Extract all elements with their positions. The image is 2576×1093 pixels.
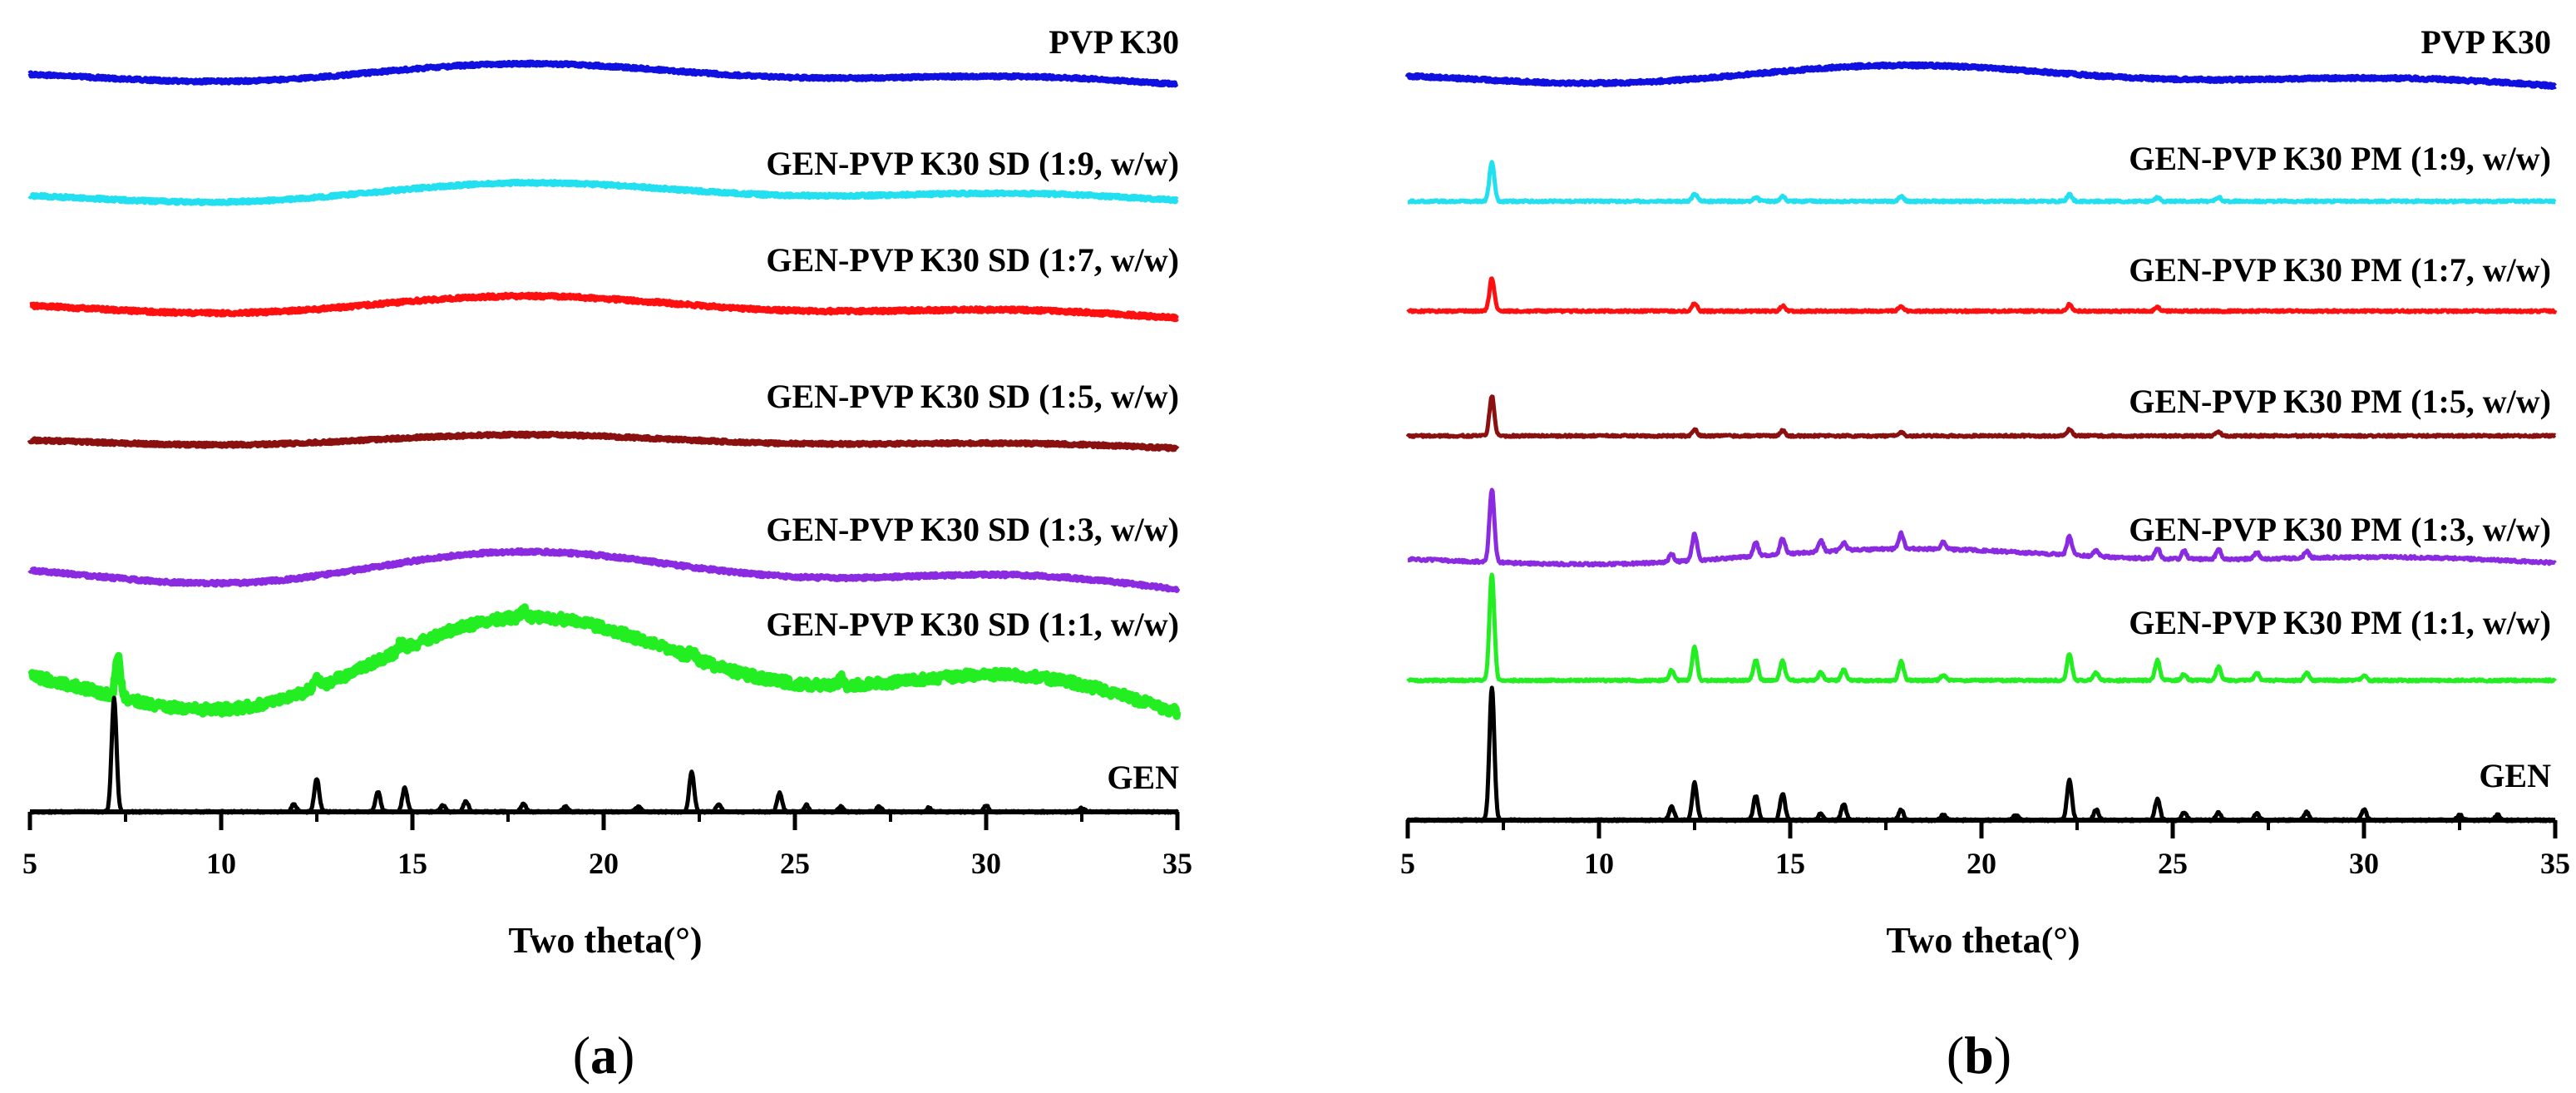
series-label-a-2: GEN-PVP K30 SD (1:7, w/w) [766, 241, 1179, 279]
series-label-b-0: PVP K30 [2421, 23, 2551, 61]
x-axis-label-a: Two theta(°) [508, 920, 702, 961]
series-label-a-4: GEN-PVP K30 SD (1:3, w/w) [766, 511, 1179, 548]
series-line-a-5 [27, 603, 1182, 720]
x-tick-label-b-1: 10 [1584, 847, 1614, 880]
series-label-a-3: GEN-PVP K30 SD (1:5, w/w) [766, 378, 1179, 415]
series-line-b-4 [1406, 487, 2557, 568]
series-line-a-1 [27, 178, 1180, 206]
series-label-b-6: GEN [2479, 757, 2551, 794]
series-line-b-5 [1406, 572, 2557, 684]
panel-a: PVP K30 GEN-PVP K30 SD (1:9, w/w) GEN-PVP … [22, 23, 1192, 1085]
panel-b: PVP K30 GEN-PVP K30 PM (1:9, w/w) GEN-PVP … [1400, 23, 2570, 1085]
series-label-a-6: GEN [1107, 759, 1179, 796]
series-line-b-2 [1406, 276, 2558, 314]
x-tick-label-b-2: 15 [1775, 847, 1805, 880]
series-line-a-4 [27, 546, 1181, 593]
x-tick-label-a-3: 20 [589, 847, 619, 880]
x-axis-label-b: Two theta(°) [1886, 920, 2080, 961]
series-label-b-5: GEN-PVP K30 PM (1:1, w/w) [2129, 604, 2551, 641]
series-label-a-5: GEN-PVP K30 SD (1:1, w/w) [766, 606, 1179, 643]
series-label-b-3: GEN-PVP K30 PM (1:5, w/w) [2129, 383, 2551, 420]
series-line-a-0 [27, 59, 1180, 88]
series-line-b-0 [1404, 61, 2558, 91]
x-tick-label-a-1: 10 [206, 847, 236, 880]
series-line-b-3 [1405, 394, 2557, 439]
x-tick-label-b-0: 5 [1400, 847, 1415, 880]
panel-caption-a: (a) [573, 1026, 635, 1085]
x-tick-label-a-2: 15 [397, 847, 427, 880]
panel-caption-letter-a: a [590, 1026, 617, 1085]
series-label-b-2: GEN-PVP K30 PM (1:7, w/w) [2129, 251, 2551, 289]
panel-caption-letter-b: b [1964, 1026, 1994, 1085]
series-label-b-1: GEN-PVP K30 PM (1:9, w/w) [2129, 140, 2551, 177]
x-tick-label-a-6: 35 [1162, 847, 1192, 880]
series-line-a-3 [27, 430, 1180, 453]
series-label-b-4: GEN-PVP K30 PM (1:3, w/w) [2129, 511, 2551, 548]
series-line-b-1 [1406, 160, 2557, 205]
x-tick-label-b-6: 35 [2540, 847, 2570, 880]
series-label-a-1: GEN-PVP K30 SD (1:9, w/w) [766, 145, 1179, 182]
series-label-a-0: PVP K30 [1049, 23, 1179, 61]
x-tick-label-b-3: 20 [1967, 847, 1996, 880]
x-tick-label-a-5: 30 [971, 847, 1001, 880]
x-tick-label-b-5: 30 [2349, 847, 2379, 880]
x-tick-label-b-4: 25 [2158, 847, 2188, 880]
x-tick-label-a-0: 5 [22, 847, 37, 880]
x-tick-label-a-4: 25 [780, 847, 810, 880]
panel-caption-b: (b) [1947, 1026, 2011, 1085]
series-line-a-2 [27, 291, 1180, 323]
series-line-b-6 [1405, 685, 2557, 823]
